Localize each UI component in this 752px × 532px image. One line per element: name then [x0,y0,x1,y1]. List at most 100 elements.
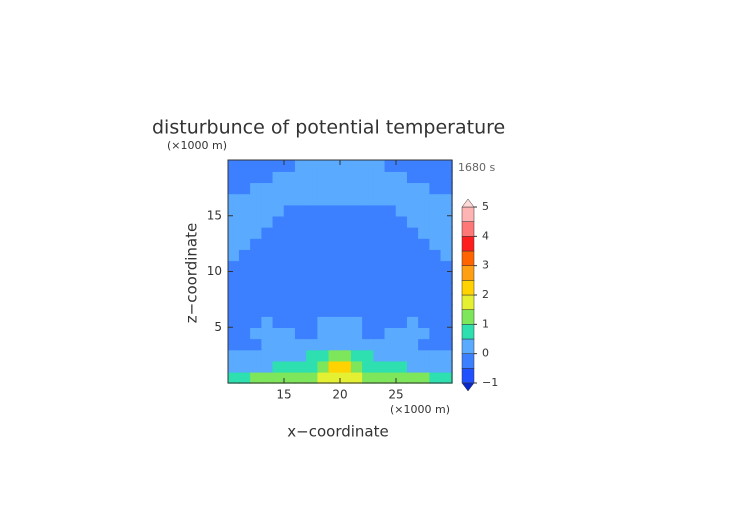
contour-cell [283,248,296,262]
contour-cell [339,293,352,306]
contour-cell [294,360,308,373]
contour-cell [362,349,375,362]
contour-cell [395,349,408,362]
contour-cell [395,226,408,239]
contour-cell [418,327,431,340]
contour-cell [328,293,341,306]
contour-cell [283,170,296,184]
contour-cell [384,327,397,340]
contour-cell [395,248,408,262]
contour-cell [395,260,408,273]
contour-cell [261,338,274,351]
x-tick-label: 25 [388,388,403,402]
contour-cell [238,260,252,273]
contour-cell [339,282,352,295]
contour-cell [261,371,274,384]
contour-cell [362,193,375,206]
contour-cell [227,349,240,362]
contour-cell [328,226,341,239]
contour-cell [406,159,420,172]
contour-cell [328,159,341,172]
contour-cell [227,248,240,262]
contour-cell [328,237,341,250]
contour-cell [261,360,274,373]
contour-cell [294,226,308,239]
contour-cell [317,304,330,317]
contour-cell [429,204,442,217]
contour-cell [429,193,442,206]
contour-cell [418,293,431,306]
contour-cell [339,360,352,373]
colorbar-box [461,236,475,252]
contour-cell [261,248,274,262]
contour-cell [272,182,285,195]
contour-cell [406,282,420,295]
contour-cell [306,159,319,172]
contour-cell [418,170,431,184]
contour-cell [395,371,408,384]
contour-cell [238,282,252,295]
contour-cell [395,282,408,295]
contour-cell [362,204,375,217]
contour-cell [272,371,285,384]
contour-cell [384,204,397,217]
contour-cell [227,237,240,250]
contour-cell [294,327,308,340]
contour-cell [406,204,420,217]
contour-cell [440,271,453,284]
contour-cell [362,248,375,262]
contour-cell [418,204,431,217]
contour-cell [317,260,330,273]
contour-cell [406,237,420,250]
contour-cell [317,215,330,228]
contour-cell [328,315,341,329]
contour-cell [328,349,341,362]
contour-cell [440,237,453,250]
contour-cell [238,215,252,228]
contour-cell [440,315,453,329]
contour-cell [350,349,364,362]
contour-cell [429,338,442,351]
contour-cell [406,293,420,306]
contour-cell [328,271,341,284]
contour-cell [283,182,296,195]
contour-cell [250,193,263,206]
contour-cell [227,371,240,384]
contour-cell [283,349,296,362]
contour-cell [406,271,420,284]
contour-cell [227,327,240,340]
contour-cell [429,248,442,262]
contour-cell [339,349,352,362]
contour-cell [306,226,319,239]
contour-cell [350,170,364,184]
contour-cell [373,193,386,206]
contour-cell [283,204,296,217]
contour-cell [339,371,352,384]
contour-cell [350,226,364,239]
contour-cell [440,260,453,273]
contour-cell [395,338,408,351]
contour-cell [339,271,352,284]
contour-cell [306,260,319,273]
contour-cell [406,215,420,228]
contour-cell [306,327,319,340]
contour-cell [395,271,408,284]
contour-cell [227,204,240,217]
contour-cell [250,327,263,340]
contour-cell [328,215,341,228]
contour-cell [317,226,330,239]
contour-cell [440,204,453,217]
x-axis-label: x−coordinate [287,423,388,441]
contour-cell [384,271,397,284]
contour-cell [339,327,352,340]
contour-cell [250,271,263,284]
contour-cell [272,338,285,351]
contour-cell [317,193,330,206]
contour-cell [418,215,431,228]
contour-cell [328,327,341,340]
colorbar-box [461,338,475,354]
contour-cell [384,226,397,239]
contour-cell [384,338,397,351]
contour-cell [429,237,442,250]
contour-cell [227,304,240,317]
